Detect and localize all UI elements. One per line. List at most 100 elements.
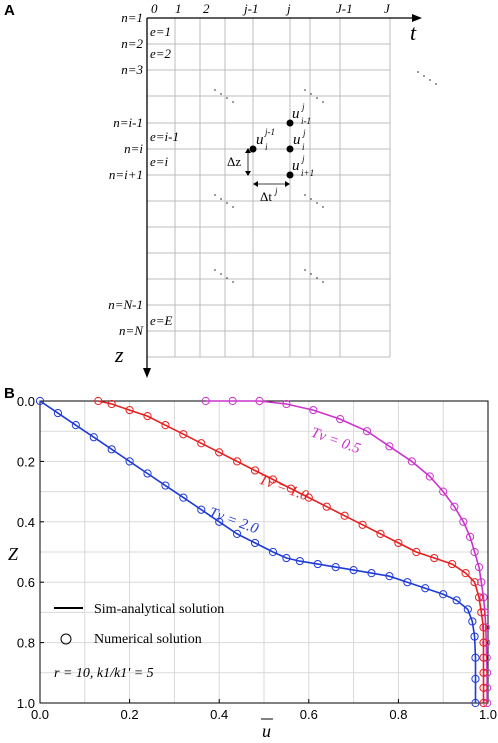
series-marker-0: [477, 578, 486, 587]
series-marker-1: [215, 448, 224, 457]
legend-params: r = 10, k1/k1' = 5: [54, 666, 154, 681]
ellipsis-dot: [310, 93, 312, 95]
series-marker-0: [481, 623, 490, 632]
series-marker-2: [439, 590, 448, 599]
row-e-label: e=E: [150, 313, 173, 328]
y-tick-label: 1.0: [17, 696, 35, 711]
series-marker-1: [125, 405, 134, 415]
series-marker-2: [468, 617, 477, 626]
series-marker-2: [471, 653, 480, 662]
label-u-i-j: u: [293, 132, 301, 148]
label-u-i-j-sub: i: [302, 142, 305, 152]
series-marker-0: [480, 608, 489, 617]
node-u-ip1-j: [286, 171, 294, 179]
series-marker-2: [421, 584, 430, 593]
series-marker-0: [474, 563, 484, 572]
label-u-im1-j-sup: j: [301, 102, 305, 112]
series-marker-1: [479, 638, 488, 647]
series-marker-1: [474, 593, 484, 602]
row-n-label: n=i: [124, 141, 143, 156]
ellipsis-dot: [214, 194, 216, 196]
label-u-i-jm1: u: [256, 132, 264, 148]
ellipsis-dot: [214, 269, 216, 271]
ellipsis-dot: [316, 277, 318, 279]
ellipsis-dot: [310, 198, 312, 200]
series-marker-1: [479, 698, 488, 708]
series-marker-2: [71, 421, 80, 430]
series-marker-1: [197, 439, 206, 448]
series-line-0: [205, 400, 488, 703]
curve-label-tv05: Tv = 0.5: [309, 425, 363, 458]
series-marker-0: [482, 638, 491, 647]
series-marker-1: [322, 502, 331, 511]
series-marker-2: [313, 559, 322, 569]
row-n-label: n=N-1: [108, 297, 143, 312]
series-marker-1: [430, 553, 439, 563]
series-marker-0: [450, 502, 459, 511]
series-marker-1: [250, 466, 260, 475]
dt-label: Δt: [260, 189, 272, 204]
ellipsis-dot: [232, 101, 234, 103]
y-tick-label: 0.2: [17, 454, 35, 469]
series-marker-2: [161, 481, 170, 490]
ellipsis-dot: [322, 281, 324, 283]
series-marker-1: [477, 608, 486, 617]
series-marker-2: [197, 505, 206, 514]
series-marker-1: [448, 559, 457, 569]
series-marker-2: [471, 674, 480, 683]
series-marker-0: [336, 415, 345, 424]
node-u-i-j: [286, 145, 294, 153]
ellipsis-dot: [226, 277, 228, 279]
series-marker-1: [358, 520, 367, 529]
series-marker-1: [479, 623, 488, 632]
series-marker-2: [452, 596, 461, 605]
chart-ylabel: Z: [8, 544, 19, 564]
t-axis-label: t: [410, 20, 417, 45]
row-e-label: e=i: [150, 154, 169, 169]
z-axis-arrow-icon: [143, 368, 151, 378]
label-u-i-jm1-sub: i: [265, 142, 268, 152]
series-marker-1: [107, 399, 116, 409]
series-marker-2: [250, 538, 260, 548]
ellipsis-dot: [322, 206, 324, 208]
ellipsis-dot: [310, 273, 312, 275]
ellipsis-dot: [435, 83, 437, 85]
series-marker-2: [295, 556, 304, 566]
dt-arrow-left-icon: [253, 181, 258, 187]
series-marker-1: [461, 569, 470, 578]
y-tick-label: 0.0: [17, 394, 35, 409]
fd-grid-diagram: t z 0 1 2 j-1 j J-1 J n=1 n=2 n=3 n=i-1 n=i n=i+1 n=…: [108, 1, 437, 378]
series-marker-2: [125, 457, 134, 466]
ellipsis-dot: [214, 89, 216, 91]
ellipsis-dot: [220, 198, 222, 200]
series-marker-0: [482, 653, 491, 662]
row-n-label: n=i+1: [109, 167, 143, 182]
ellipsis-dot: [423, 75, 425, 77]
series-marker-1: [233, 457, 242, 466]
series-marker-2: [89, 433, 98, 442]
panel-b-label: B: [4, 385, 15, 402]
series-marker-1: [412, 547, 421, 557]
chart-xlabel: u: [262, 721, 271, 741]
ellipsis-dot: [220, 273, 222, 275]
x-tick-label: 0.4: [210, 707, 228, 722]
series-marker-1: [479, 683, 488, 693]
node-u-im1-j: [286, 119, 294, 127]
x-tick-label: 0.8: [389, 707, 407, 722]
legend-line-label: Sim-analytical solution: [94, 602, 224, 617]
row-n-label: n=2: [121, 36, 143, 51]
series-marker-0: [362, 427, 372, 436]
chart-frame: [39, 400, 489, 704]
series-marker-2: [268, 547, 278, 557]
series-marker-1: [286, 484, 295, 493]
col-label: j-1: [242, 1, 258, 16]
series-marker-1: [470, 578, 479, 587]
x-tick-label: 0.0: [31, 707, 49, 722]
label-u-i-jm1-sup: j-1: [264, 127, 275, 137]
series-marker-2: [470, 632, 479, 641]
series-marker-1: [94, 396, 103, 406]
x-tick-label: 1.0: [479, 707, 497, 722]
series-marker-2: [35, 396, 45, 406]
dt-label-sup: j: [274, 186, 278, 196]
label-u-i-j-sup: j: [302, 128, 306, 138]
